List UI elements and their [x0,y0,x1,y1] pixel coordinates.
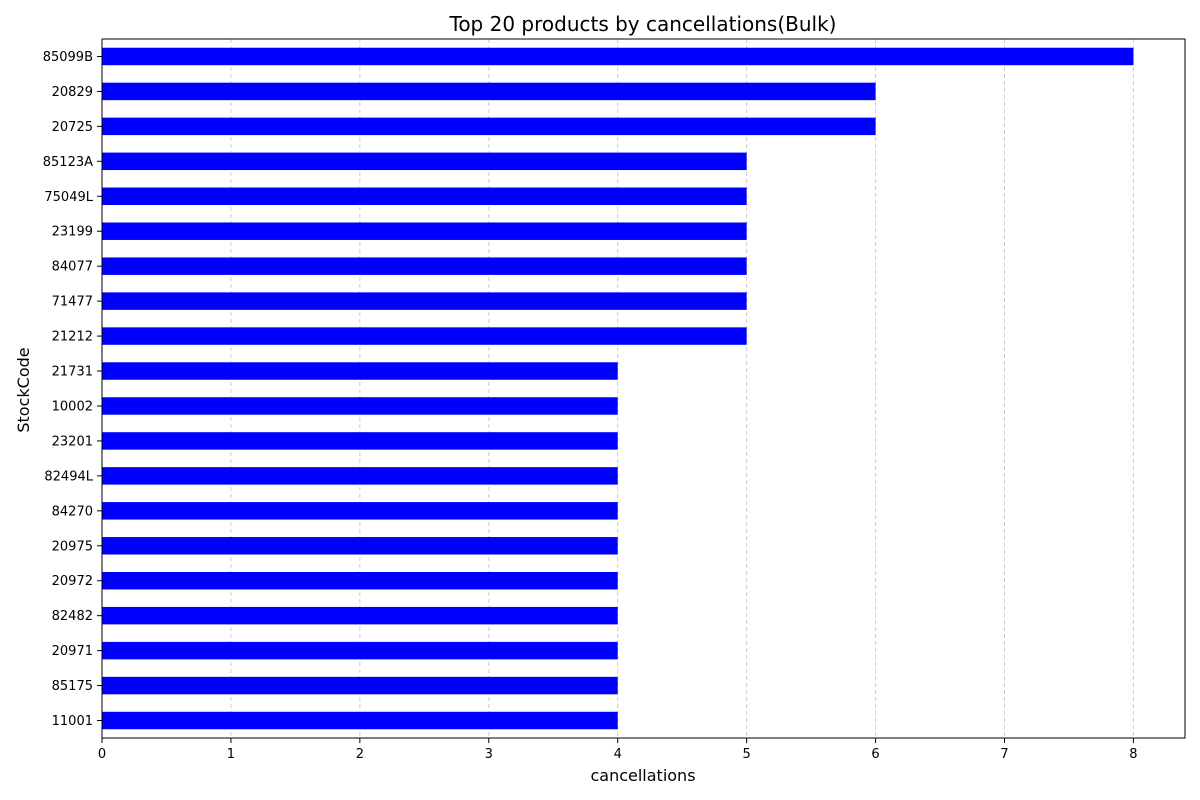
bar [102,327,747,345]
x-tick-label: 4 [614,747,622,762]
y-tick-label: 75049L [44,190,93,205]
y-tick-label: 85099B [43,50,93,65]
bar [102,432,618,450]
bar [102,117,876,136]
y-tick-labels: 85099B 20829 20725 85123A 75049L 23199 84077 71… [43,50,102,729]
y-tick-label: 20725 [52,120,93,135]
x-tick-label: 7 [1000,747,1008,762]
y-tick-label: 85123A [43,155,93,170]
y-tick-label: 20972 [52,574,93,589]
y-tick-label: 11001 [52,714,93,729]
grid-lines [101,39,1134,738]
bar [102,641,618,660]
plot-frame [101,38,1186,739]
bar [102,292,747,310]
x-axis-label: cancellations [590,766,695,785]
bar [102,467,618,485]
y-tick-label: 21212 [52,330,93,345]
bar [102,152,747,171]
chart-title: Top 20 products by cancellations(Bulk) [449,12,837,36]
y-tick-label: 23199 [52,225,93,240]
x-tick-label: 3 [485,747,493,762]
x-tick-label: 6 [871,747,879,762]
bar [102,537,618,555]
x-tick-label: 2 [356,747,364,762]
y-axis-label: StockCode [14,347,33,432]
axes [101,38,1186,739]
y-tick-label: 20975 [52,539,93,554]
bars [102,47,1134,730]
x-tick-label: 1 [227,747,235,762]
y-tick-label: 85175 [52,679,93,694]
y-tick-label: 84270 [52,504,93,519]
x-tick-label: 8 [1129,747,1137,762]
y-tick-label: 20971 [52,644,93,659]
y-tick-label: 82494L [44,469,93,484]
bar [102,257,747,275]
y-tick-label: 84077 [52,260,93,275]
x-tick-labels: 0 1 2 3 4 5 6 7 8 [98,738,1138,762]
bar [102,571,618,590]
bar [102,82,876,101]
bar [102,47,1134,66]
bar [102,222,747,240]
y-tick-label: 21731 [52,365,93,380]
bar [102,187,747,206]
bar [102,502,618,520]
bar [102,362,618,380]
bar [102,397,618,415]
bar [102,711,618,730]
y-tick-label: 20829 [52,85,93,100]
x-tick-label: 0 [98,747,106,762]
x-tick-label: 5 [743,747,751,762]
y-tick-label: 82482 [52,609,93,624]
y-tick-label: 71477 [52,295,93,310]
y-tick-label: 23201 [52,434,93,449]
bar [102,606,618,625]
bar [102,676,618,695]
y-tick-label: 10002 [52,399,93,414]
